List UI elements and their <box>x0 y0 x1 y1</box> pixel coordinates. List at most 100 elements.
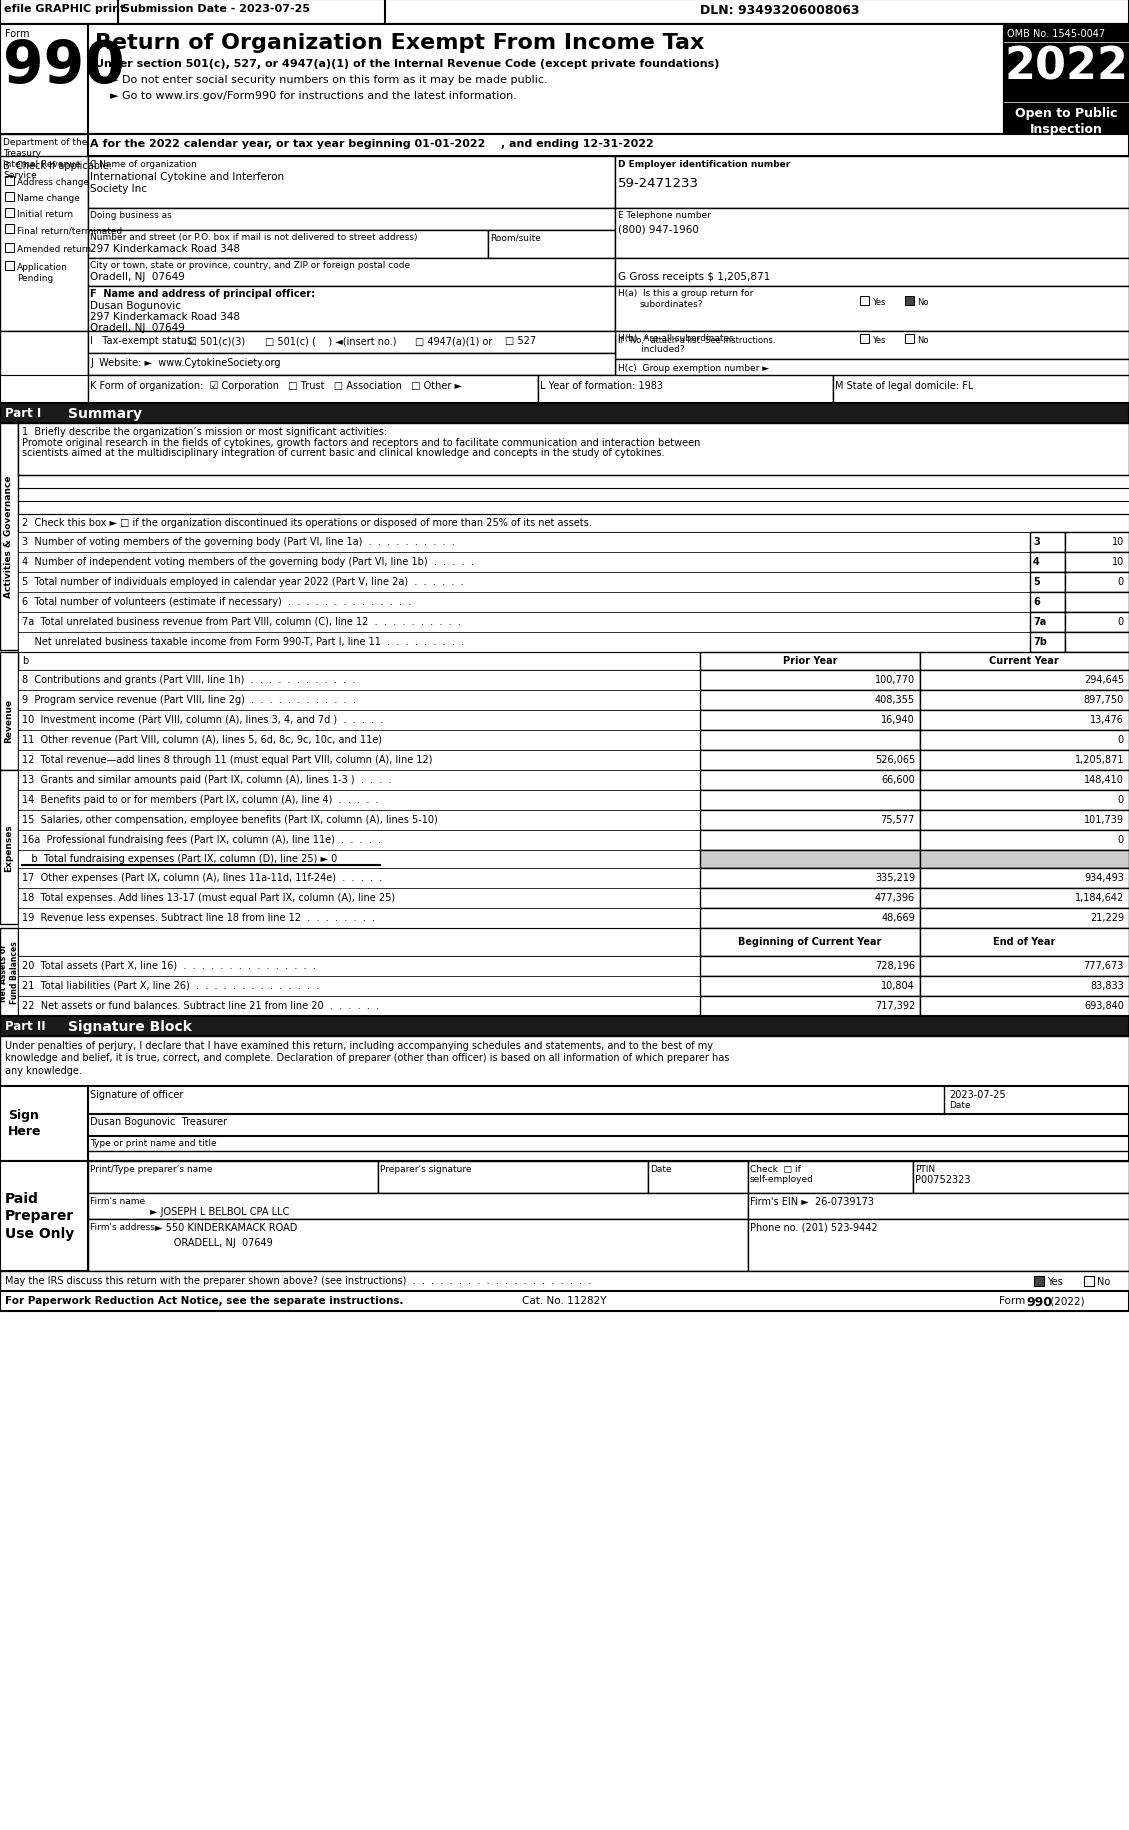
Text: Form: Form <box>5 29 29 38</box>
Bar <box>700 690 920 710</box>
Text: DLN: 93493206008063: DLN: 93493206008063 <box>700 4 859 16</box>
Text: 0: 0 <box>1118 576 1124 587</box>
Text: Current Year: Current Year <box>989 655 1059 666</box>
Text: 8  Contributions and grants (Part VIII, line 1h)  .  .  .  .  .  .  .  .  .  .  : 8 Contributions and grants (Part VIII, l… <box>21 675 356 684</box>
Text: □ 4947(a)(1) or: □ 4947(a)(1) or <box>415 337 492 346</box>
Bar <box>700 653 920 670</box>
Bar <box>1034 1276 1044 1286</box>
Text: 526,065: 526,065 <box>875 754 914 765</box>
Bar <box>700 869 920 889</box>
Bar <box>920 750 1129 770</box>
Text: 294,645: 294,645 <box>1084 675 1124 684</box>
Bar <box>18 811 700 831</box>
Bar <box>0 331 88 404</box>
Text: 5: 5 <box>1033 576 1040 587</box>
Bar <box>18 997 700 1016</box>
Bar <box>18 889 700 908</box>
Bar <box>615 361 1129 382</box>
Text: G Gross receipts $ 1,205,871: G Gross receipts $ 1,205,871 <box>618 273 770 282</box>
Text: 1  Briefly describe the organization’s mission or most significant activities:: 1 Briefly describe the organization’s mi… <box>21 426 387 437</box>
Bar <box>920 957 1129 977</box>
Bar <box>0 0 1129 26</box>
Text: 717,392: 717,392 <box>875 1001 914 1010</box>
Text: Initial return: Initial return <box>17 210 73 220</box>
Text: 9  Program service revenue (Part VIII, line 2g)  .  .  .  .  .  .  .  .  .  .  .: 9 Program service revenue (Part VIII, li… <box>21 695 356 705</box>
Bar <box>920 977 1129 997</box>
Bar <box>0 404 1129 425</box>
Text: Date: Date <box>949 1100 971 1109</box>
Bar <box>700 811 920 831</box>
Bar <box>615 331 1129 361</box>
Text: 11  Other revenue (Part VIII, column (A), lines 5, 6d, 8c, 9c, 10c, and 11e): 11 Other revenue (Part VIII, column (A),… <box>21 734 382 745</box>
Bar <box>1084 1276 1094 1286</box>
Bar <box>749 1162 913 1193</box>
Text: Part II: Part II <box>5 1019 45 1032</box>
Text: May the IRS discuss this return with the preparer shown above? (see instructions: May the IRS discuss this return with the… <box>5 1276 592 1285</box>
Text: 13,476: 13,476 <box>1091 714 1124 725</box>
Bar <box>700 770 920 791</box>
Bar <box>18 633 1030 653</box>
Text: b: b <box>21 655 28 666</box>
Text: L Year of formation: 1983: L Year of formation: 1983 <box>540 381 663 392</box>
Bar <box>0 928 18 1016</box>
Bar <box>1030 593 1065 613</box>
Bar <box>0 1016 1129 1036</box>
Bar <box>5 262 14 271</box>
Text: self-employed: self-employed <box>750 1175 814 1184</box>
Text: 7b: 7b <box>1033 637 1047 646</box>
Bar <box>18 791 700 811</box>
Text: H(c)  Group exemption number ►: H(c) Group exemption number ► <box>618 364 769 373</box>
Bar <box>18 533 1030 553</box>
Text: 17  Other expenses (Part IX, column (A), lines 11a-11d, 11f-24e)  .  .  .  .  .: 17 Other expenses (Part IX, column (A), … <box>21 873 383 882</box>
Text: Phone no. (201) 523-9442: Phone no. (201) 523-9442 <box>750 1222 877 1232</box>
Text: 21,229: 21,229 <box>1089 913 1124 922</box>
Text: Final return/terminated: Final return/terminated <box>17 225 122 234</box>
Bar <box>615 287 1129 331</box>
Text: Expenses: Expenses <box>5 824 14 871</box>
Text: (2022): (2022) <box>1047 1296 1085 1305</box>
Text: 101,739: 101,739 <box>1084 814 1124 825</box>
Bar <box>88 1219 749 1272</box>
Bar <box>700 997 920 1016</box>
Text: 297 Kinderkamack Road 348: 297 Kinderkamack Road 348 <box>90 243 240 254</box>
Bar <box>905 296 914 306</box>
Text: Preparer’s signature: Preparer’s signature <box>380 1164 472 1173</box>
Text: 3: 3 <box>1033 536 1040 547</box>
Text: 148,410: 148,410 <box>1084 774 1124 785</box>
Text: b  Total fundraising expenses (Part IX, column (D), line 25) ► 0: b Total fundraising expenses (Part IX, c… <box>21 853 338 864</box>
Text: 7a: 7a <box>1033 617 1047 626</box>
Text: 13  Grants and similar amounts paid (Part IX, column (A), lines 1-3 )  .  .  .  : 13 Grants and similar amounts paid (Part… <box>21 774 392 785</box>
Text: subordinates?: subordinates? <box>640 300 703 309</box>
Bar <box>920 811 1129 831</box>
Text: Sign
Here: Sign Here <box>8 1109 42 1138</box>
Text: Net unrelated business taxable income from Form 990-T, Part I, line 11  .  .  . : Net unrelated business taxable income fr… <box>21 637 464 646</box>
Bar <box>18 653 700 670</box>
Text: 12  Total revenue—add lines 8 through 11 (must equal Part VIII, column (A), line: 12 Total revenue—add lines 8 through 11 … <box>21 754 432 765</box>
Text: No: No <box>917 337 928 344</box>
Bar <box>1065 553 1129 573</box>
Bar <box>18 977 700 997</box>
Bar <box>615 258 1129 287</box>
Bar <box>18 770 700 791</box>
Text: 20  Total assets (Part X, line 16)  .  .  .  .  .  .  .  .  .  .  .  .  .  .  .: 20 Total assets (Part X, line 16) . . . … <box>21 961 316 970</box>
Text: Under section 501(c), 527, or 4947(a)(1) of the Internal Revenue Code (except pr: Under section 501(c), 527, or 4947(a)(1)… <box>95 59 719 70</box>
Text: 335,219: 335,219 <box>875 873 914 882</box>
Bar <box>749 1219 1129 1272</box>
Bar <box>5 178 14 187</box>
Bar <box>0 26 1004 135</box>
Bar <box>0 770 18 924</box>
Text: 59-2471233: 59-2471233 <box>618 178 699 190</box>
Bar <box>920 791 1129 811</box>
Text: ► Go to www.irs.gov/Form990 for instructions and the latest information.: ► Go to www.irs.gov/Form990 for instruct… <box>110 92 517 101</box>
Text: 297 Kinderkamack Road 348: 297 Kinderkamack Road 348 <box>90 311 240 322</box>
Text: 10: 10 <box>1112 536 1124 547</box>
Text: K Form of organization:  ☑ Corporation   □ Trust   □ Association   □ Other ►: K Form of organization: ☑ Corporation □ … <box>90 381 462 392</box>
Text: J  Website: ►  www.CytokineSociety.org: J Website: ► www.CytokineSociety.org <box>90 359 280 368</box>
Bar <box>88 157 615 209</box>
Bar <box>18 851 700 869</box>
Bar <box>88 375 539 404</box>
Text: 0: 0 <box>1118 794 1124 805</box>
Text: D Employer identification number: D Employer identification number <box>618 159 790 168</box>
Text: Oradell, NJ  07649: Oradell, NJ 07649 <box>90 273 185 282</box>
Text: 0: 0 <box>1118 734 1124 745</box>
